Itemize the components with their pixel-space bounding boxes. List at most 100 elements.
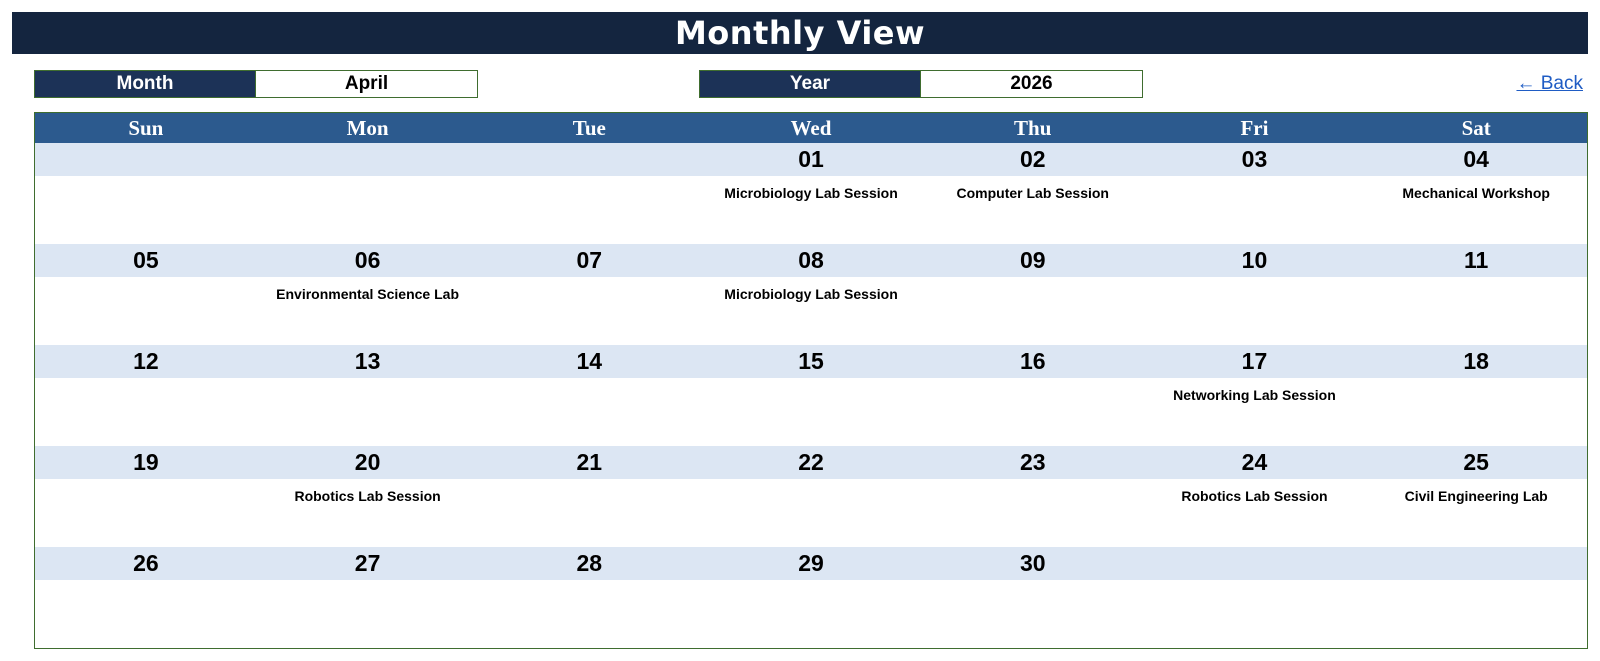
day-number: 19 [133, 449, 159, 475]
day-number: 20 [354, 449, 381, 475]
day-cell[interactable]: 27 [257, 547, 479, 648]
dow-tue: Tue [572, 115, 606, 140]
dow-mon: Mon [346, 115, 389, 140]
day-cell[interactable] [35, 143, 257, 244]
day-cell[interactable]: 08 Microbiology Lab Session [700, 244, 922, 345]
calendar-week-row: 26 27 28 29 30 [35, 547, 1587, 648]
day-number: 25 [1463, 449, 1489, 475]
day-number: 16 [1019, 348, 1046, 374]
day-cell[interactable]: 02 Computer Lab Session [922, 143, 1144, 244]
back-link[interactable]: ← Back [1516, 73, 1583, 94]
day-cell[interactable]: 26 [35, 547, 257, 648]
day-cell[interactable]: 05 [35, 244, 257, 345]
day-number: 22 [798, 449, 824, 475]
event-label: Civil Engineering Lab [1404, 488, 1548, 504]
event-label: Mechanical Workshop [1402, 185, 1550, 201]
day-cell[interactable]: 14 [478, 345, 700, 446]
day-cell[interactable]: 07 [478, 244, 700, 345]
day-number: 01 [798, 146, 824, 172]
day-cell[interactable]: 06 Environmental Science Lab [257, 244, 479, 345]
day-number: 13 [354, 348, 381, 374]
day-number: 18 [1463, 348, 1489, 374]
day-cell[interactable]: 16 [922, 345, 1144, 446]
day-number [35, 143, 257, 176]
day-number: 09 [1019, 247, 1046, 273]
day-number: 28 [576, 550, 603, 576]
day-cell[interactable]: 13 [257, 345, 479, 446]
calendar-week-row: 19 20 Robotics Lab Session 21 22 23 24 Robotics… [35, 446, 1587, 547]
day-cell[interactable]: 29 [700, 547, 922, 648]
day-cell[interactable]: 19 [35, 446, 257, 547]
day-cell[interactable]: 11 [1365, 244, 1587, 345]
day-cell[interactable] [1365, 547, 1587, 648]
day-number: 23 [1019, 449, 1046, 475]
calendar-week-row: 05 06 Environmental Science Lab 07 08 Microbi… [35, 244, 1587, 345]
day-cell[interactable]: 18 [1365, 345, 1587, 446]
day-cell[interactable]: 21 [478, 446, 700, 547]
day-number [257, 143, 479, 176]
year-selector: Year 2026 [699, 70, 1143, 98]
day-number: 21 [576, 449, 603, 475]
month-selector: Month April [34, 70, 478, 98]
day-number: 03 [1241, 146, 1268, 172]
year-label: Year [699, 70, 921, 98]
page-title: Monthly View [12, 12, 1588, 54]
day-cell[interactable]: 10 [1144, 244, 1366, 345]
day-number: 27 [354, 550, 381, 576]
event-label: Computer Lab Session [956, 185, 1109, 201]
day-number: 24 [1241, 449, 1268, 475]
day-cell[interactable]: 25 Civil Engineering Lab [1365, 446, 1587, 547]
calendar-week-row: 12 13 14 15 16 17 Networking Lab Session 18 [35, 345, 1587, 446]
day-cell[interactable] [478, 143, 700, 244]
day-of-week-header: Sun Mon Tue Wed Thu Fri Sat [35, 113, 1587, 143]
day-number: 07 [576, 247, 603, 273]
day-number: 12 [133, 348, 159, 374]
dow-sun: Sun [128, 115, 164, 140]
day-cell[interactable]: 30 [922, 547, 1144, 648]
day-number: 30 [1019, 550, 1046, 576]
event-label: Robotics Lab Session [294, 488, 441, 504]
day-cell[interactable]: 03 [1144, 143, 1366, 244]
dow-fri: Fri [1240, 115, 1269, 140]
event-label: Microbiology Lab Session [724, 185, 898, 201]
day-cell[interactable]: 24 Robotics Lab Session [1144, 446, 1366, 547]
event-label: Robotics Lab Session [1181, 488, 1328, 504]
calendar-weeks: 01 Microbiology Lab Session 02 Computer Lab… [35, 143, 1587, 648]
day-number: 26 [133, 550, 159, 576]
day-number: 05 [133, 247, 159, 273]
day-number: 17 [1241, 348, 1268, 374]
day-cell[interactable]: 28 [478, 547, 700, 648]
day-number: 14 [576, 348, 603, 374]
event-label: Environmental Science Lab [276, 286, 459, 302]
day-number: 06 [354, 247, 381, 273]
day-number: 11 [1464, 247, 1489, 273]
day-cell[interactable] [1144, 547, 1366, 648]
day-cell[interactable]: 23 [922, 446, 1144, 547]
event-label: Microbiology Lab Session [724, 286, 898, 302]
day-number: 08 [798, 247, 824, 273]
day-number [478, 143, 700, 176]
calendar-week-row: 01 Microbiology Lab Session 02 Computer Lab… [35, 143, 1587, 244]
day-number: 04 [1463, 146, 1489, 172]
day-cell[interactable]: 22 [700, 446, 922, 547]
day-cell[interactable]: 17 Networking Lab Session [1144, 345, 1366, 446]
month-label: Month [34, 70, 256, 98]
day-number: 15 [798, 348, 824, 374]
calendar-grid: Sun Mon Tue Wed Thu Fri Sat 01 Microbiolo… [34, 112, 1588, 649]
day-cell[interactable]: 15 [700, 345, 922, 446]
day-number: 02 [1019, 146, 1046, 172]
day-cell[interactable] [257, 143, 479, 244]
month-value-field[interactable]: April [256, 70, 478, 98]
dow-thu: Thu [1014, 115, 1052, 140]
day-number: 10 [1241, 247, 1268, 273]
day-number: 29 [798, 550, 824, 576]
day-cell[interactable]: 01 Microbiology Lab Session [700, 143, 922, 244]
day-cell[interactable]: 20 Robotics Lab Session [257, 446, 479, 547]
day-cell[interactable]: 09 [922, 244, 1144, 345]
dow-wed: Wed [790, 115, 832, 140]
day-cell[interactable]: 12 [35, 345, 257, 446]
year-value-field[interactable]: 2026 [921, 70, 1143, 98]
event-label: Networking Lab Session [1173, 387, 1336, 403]
day-number [1365, 547, 1587, 580]
day-cell[interactable]: 04 Mechanical Workshop [1365, 143, 1587, 244]
